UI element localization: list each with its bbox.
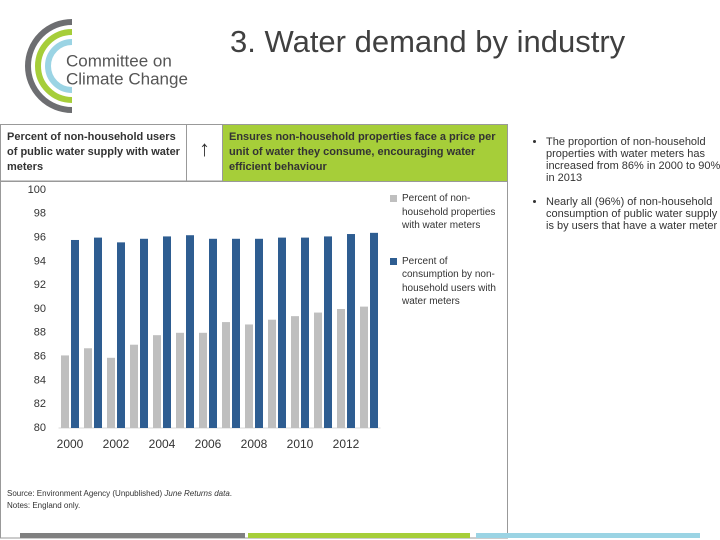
bar xyxy=(176,332,184,428)
bar xyxy=(301,237,309,428)
logo-text: Climate Change xyxy=(66,69,188,88)
bullet: The proportion of non-household properti… xyxy=(546,136,720,184)
legend-swatch xyxy=(390,195,397,202)
bar xyxy=(278,237,286,428)
bar xyxy=(268,319,276,428)
y-tick-label: 96 xyxy=(34,232,46,244)
bar xyxy=(140,238,148,428)
bar xyxy=(71,239,79,428)
x-tick-label: 2002 xyxy=(103,437,130,451)
legend-swatch xyxy=(390,257,397,265)
legend-label: Percent of non-household properties with… xyxy=(402,193,496,231)
source-text: June Returns data xyxy=(164,489,230,498)
x-tick-label: 2008 xyxy=(241,437,268,451)
panel-label: Percent of non-household users of public… xyxy=(0,124,187,182)
bar xyxy=(117,242,125,428)
source-text: Source: Environment Agency (Unpublished) xyxy=(7,489,165,498)
footer-bar xyxy=(20,533,245,538)
bar xyxy=(153,335,161,428)
logo-text: Committee on xyxy=(66,51,172,70)
bar xyxy=(370,232,378,428)
bar xyxy=(107,357,115,428)
bar xyxy=(324,236,332,428)
y-tick-label: 98 xyxy=(34,208,46,220)
notes: Notes: England only. xyxy=(7,501,81,510)
bullet: Nearly all (96%) of non-household consum… xyxy=(546,196,720,232)
bar xyxy=(84,348,92,428)
bar xyxy=(222,322,230,428)
legend-label: Percent of consumption by non-household … xyxy=(402,255,496,308)
footer-bar xyxy=(248,533,470,538)
bullets: The proportion of non-household properti… xyxy=(532,136,720,244)
legend-item: Percent of consumption by non-household … xyxy=(390,255,503,309)
y-tick-label: 94 xyxy=(34,255,46,267)
bar xyxy=(347,234,355,428)
bar xyxy=(61,355,69,428)
legend: Percent of non-household properties with… xyxy=(390,192,503,323)
footer-bar xyxy=(476,533,700,538)
title: 3. Water demand by industry xyxy=(230,24,626,59)
y-tick-label: 82 xyxy=(34,398,46,410)
bar xyxy=(199,332,207,428)
panel-label: Ensures non-household properties face a … xyxy=(222,124,508,182)
logo-arcs xyxy=(25,19,73,113)
y-tick-label: 86 xyxy=(34,351,46,363)
x-tick-label: 2006 xyxy=(195,437,222,451)
bar xyxy=(337,309,345,428)
bar xyxy=(232,238,240,428)
arrow: ↑ xyxy=(186,124,223,182)
bar xyxy=(186,235,194,428)
y-tick-label: 92 xyxy=(34,279,46,291)
bar xyxy=(94,237,102,428)
source-text: . xyxy=(229,489,233,498)
bar xyxy=(314,312,322,428)
source: Source: Environment Agency (Unpublished)… xyxy=(7,488,232,512)
bar xyxy=(163,236,171,428)
bar xyxy=(130,344,138,428)
y-tick-label: 84 xyxy=(34,374,46,386)
y-tick-label: 100 xyxy=(28,184,46,196)
bar xyxy=(209,238,217,428)
legend-item: Percent of non-household properties with… xyxy=(390,192,503,233)
x-tick-label: 2004 xyxy=(149,437,176,451)
bar xyxy=(291,316,299,428)
y-tick-label: 80 xyxy=(34,422,46,434)
x-tick-label: 2010 xyxy=(287,437,314,451)
bar xyxy=(360,306,368,428)
bar xyxy=(245,324,253,428)
y-tick-label: 90 xyxy=(34,303,46,315)
x-tick-label: 2012 xyxy=(333,437,360,451)
bar xyxy=(255,238,263,428)
y-tick-label: 88 xyxy=(34,327,46,339)
x-tick-label: 2000 xyxy=(57,437,84,451)
